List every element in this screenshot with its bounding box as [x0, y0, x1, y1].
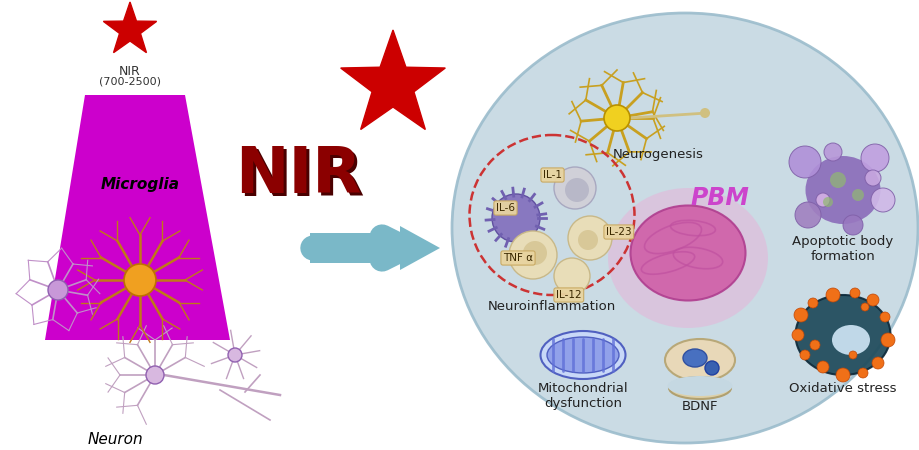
Circle shape: [522, 241, 547, 265]
Polygon shape: [310, 226, 439, 270]
Circle shape: [793, 308, 807, 322]
Circle shape: [800, 350, 809, 360]
Circle shape: [857, 368, 867, 378]
Circle shape: [879, 312, 889, 322]
Text: Neurogenesis: Neurogenesis: [612, 148, 703, 161]
Circle shape: [849, 288, 859, 298]
Circle shape: [835, 368, 849, 382]
Circle shape: [816, 361, 828, 373]
Circle shape: [823, 143, 841, 161]
Ellipse shape: [630, 206, 744, 301]
Circle shape: [124, 264, 156, 296]
Text: Oxidative stress: Oxidative stress: [789, 382, 896, 395]
Circle shape: [871, 357, 883, 369]
Circle shape: [789, 146, 820, 178]
Ellipse shape: [664, 339, 734, 381]
Text: IL-6: IL-6: [495, 203, 515, 213]
Ellipse shape: [795, 295, 890, 375]
Polygon shape: [45, 95, 230, 340]
Text: IL-23: IL-23: [606, 227, 631, 237]
Text: PBM: PBM: [690, 186, 749, 210]
Text: Neuron: Neuron: [87, 432, 142, 447]
Circle shape: [842, 215, 862, 235]
Ellipse shape: [547, 337, 618, 373]
Circle shape: [829, 172, 845, 188]
Circle shape: [228, 348, 242, 362]
Circle shape: [48, 280, 68, 300]
Ellipse shape: [451, 13, 917, 443]
Ellipse shape: [831, 325, 869, 355]
Circle shape: [699, 108, 709, 118]
Circle shape: [809, 340, 819, 350]
Circle shape: [825, 288, 839, 302]
Text: Mitochondrial
dysfunction: Mitochondrial dysfunction: [537, 382, 628, 410]
Text: BDNF: BDNF: [681, 400, 718, 413]
Circle shape: [492, 194, 539, 242]
Circle shape: [564, 178, 588, 202]
Circle shape: [860, 144, 888, 172]
Ellipse shape: [540, 331, 625, 379]
Ellipse shape: [668, 377, 731, 399]
Text: IL-1: IL-1: [542, 170, 562, 180]
Circle shape: [866, 294, 878, 306]
Circle shape: [508, 231, 556, 279]
Circle shape: [860, 303, 868, 311]
Text: NIR: NIR: [119, 65, 141, 78]
Ellipse shape: [667, 376, 732, 396]
Circle shape: [864, 170, 880, 186]
Circle shape: [791, 329, 803, 341]
Text: Apoptotic body
formation: Apoptotic body formation: [791, 235, 892, 263]
Circle shape: [823, 197, 832, 207]
Text: (700-2500): (700-2500): [99, 77, 161, 87]
Text: IL-12: IL-12: [555, 290, 581, 300]
Circle shape: [870, 188, 894, 212]
Circle shape: [146, 366, 164, 384]
Circle shape: [848, 351, 857, 359]
Circle shape: [851, 189, 863, 201]
Text: NIR: NIR: [237, 147, 364, 209]
Circle shape: [815, 193, 829, 207]
Circle shape: [794, 202, 820, 228]
Circle shape: [553, 167, 596, 209]
Text: Neuroinflammation: Neuroinflammation: [487, 300, 616, 313]
Ellipse shape: [607, 188, 767, 328]
Ellipse shape: [805, 156, 879, 224]
Circle shape: [553, 258, 589, 294]
Circle shape: [577, 230, 597, 250]
Circle shape: [567, 216, 611, 260]
Ellipse shape: [682, 349, 706, 367]
Text: Microglia: Microglia: [100, 177, 179, 193]
Text: TNF α: TNF α: [503, 253, 532, 263]
Circle shape: [880, 333, 894, 347]
Polygon shape: [103, 2, 156, 53]
Circle shape: [704, 361, 719, 375]
Circle shape: [604, 105, 630, 131]
Circle shape: [807, 298, 817, 308]
Text: NIR: NIR: [234, 144, 361, 206]
Polygon shape: [340, 30, 445, 130]
